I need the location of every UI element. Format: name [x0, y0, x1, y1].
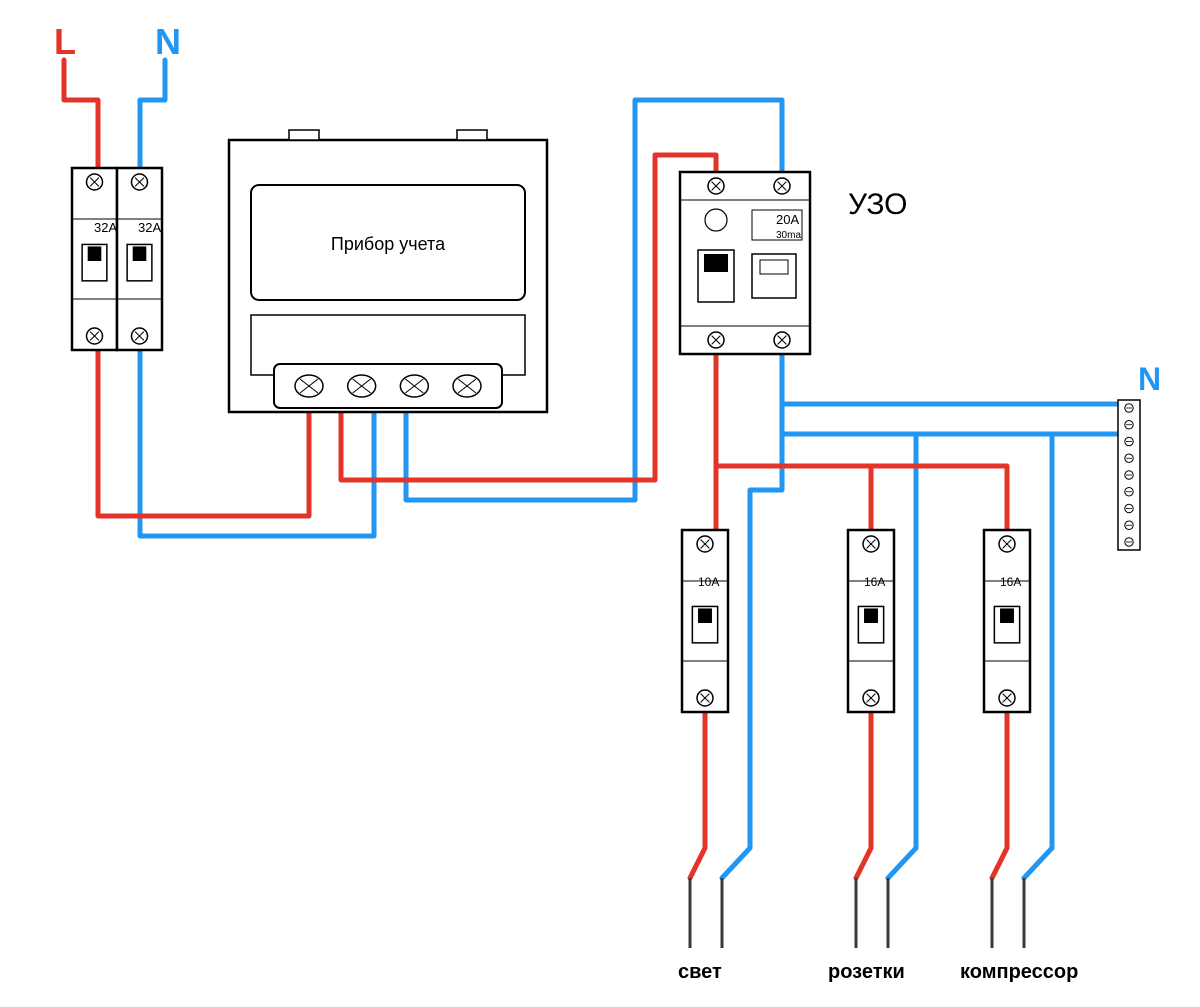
out_sockets: розетки — [828, 961, 905, 983]
breaker-16a-sockets — [848, 530, 894, 712]
wires — [64, 60, 1118, 948]
breaker32_left: 32A — [94, 220, 117, 235]
b16a: 16A — [864, 575, 885, 589]
meter: Прибор учета — [331, 234, 446, 254]
wire-neutral — [722, 434, 782, 878]
wire-live — [716, 354, 1007, 530]
b16b: 16A — [1000, 575, 1021, 589]
out_comp: компрессор — [960, 961, 1078, 983]
wire-live — [856, 712, 871, 878]
meter-device — [229, 130, 547, 412]
out_light: свет — [678, 961, 722, 983]
N_top: N — [155, 21, 181, 62]
N_bus: N — [1138, 361, 1161, 397]
uzo-device — [680, 172, 810, 354]
breaker32_right: 32A — [138, 220, 161, 235]
wire-live — [690, 712, 705, 878]
uzo_rating: 20A — [776, 212, 799, 227]
neutral-bus — [1118, 400, 1140, 550]
wire-neutral — [782, 354, 1118, 404]
breaker-16a-compressor — [984, 530, 1030, 712]
breaker-10a — [682, 530, 728, 712]
main-breaker — [72, 168, 162, 350]
uzo: УЗО — [848, 188, 908, 221]
wire-neutral — [140, 60, 165, 168]
L: L — [54, 21, 76, 62]
uzo_ma: 30ma — [776, 230, 801, 241]
wire-live — [64, 60, 98, 168]
b10: 10A — [698, 575, 719, 589]
wire-live — [992, 712, 1007, 878]
wire-neutral — [782, 404, 1118, 434]
